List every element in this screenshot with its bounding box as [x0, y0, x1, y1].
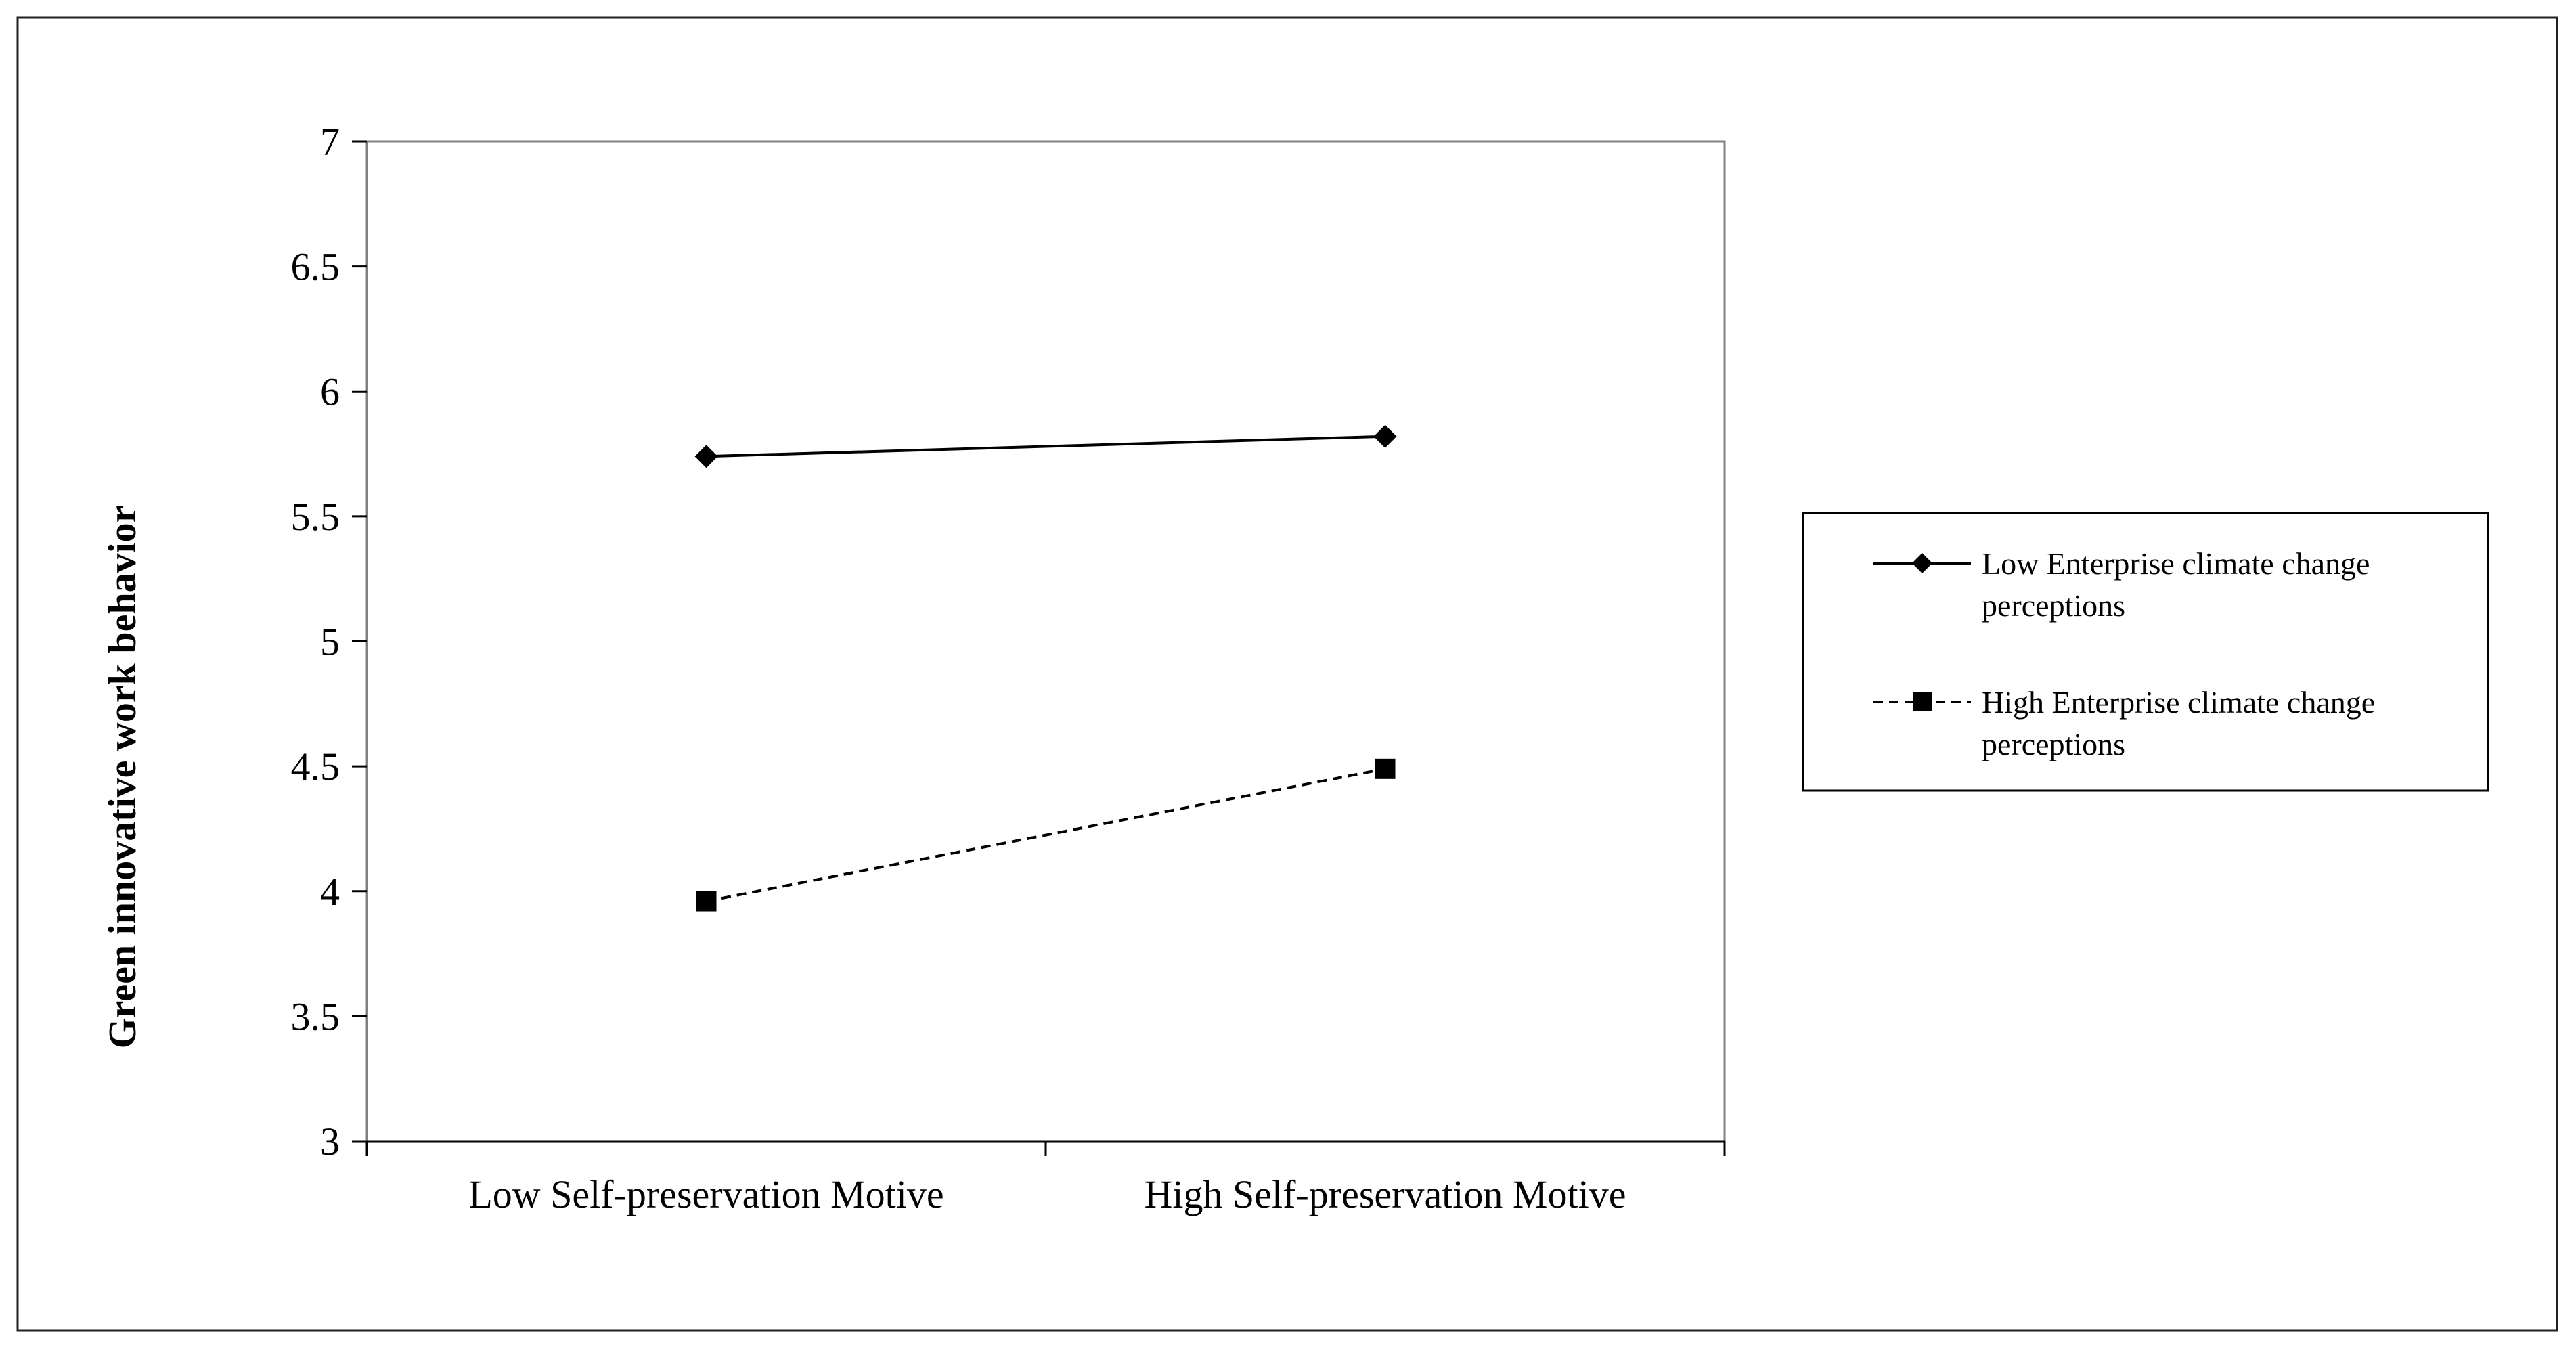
data-point: [1375, 758, 1396, 779]
x-tick-label: High Self-preservation Motive: [1145, 1172, 1626, 1216]
y-axis: 3 3.5 4 4.5 5 5.5 6 6.5 7: [291, 120, 367, 1164]
legend-entry-1: High Enterprise climate change perception…: [1873, 685, 2375, 761]
data-point: [694, 445, 718, 468]
legend-label: Low Enterprise climate change: [1982, 546, 2370, 581]
series-line: [706, 767, 1385, 903]
legend-box: [1802, 512, 2489, 792]
series-0: [694, 424, 1397, 468]
y-tick-label: 7: [320, 120, 340, 164]
y-tick-label: 3: [320, 1120, 340, 1164]
y-tick-label: 5.5: [291, 495, 340, 539]
plot-area: [365, 140, 1726, 1143]
series-1: [696, 758, 1396, 912]
legend-label: perceptions: [1982, 588, 2125, 623]
outer-frame: [16, 16, 2558, 1332]
legend-marker: [1913, 692, 1932, 711]
x-axis: Low Self-preservation Motive High Self-pr…: [365, 1140, 1726, 1216]
legend-marker: [1912, 553, 1932, 573]
y-tick-label: 3.5: [291, 994, 340, 1038]
y-tick-label: 4.5: [291, 745, 340, 789]
data-point: [1373, 424, 1397, 448]
x-tick-label: Low Self-preservation Motive: [468, 1172, 943, 1216]
series-line: [706, 435, 1385, 458]
y-tick-label: 6: [320, 370, 340, 414]
y-tick-label: 6.5: [291, 245, 340, 289]
y-tick-label: 5: [320, 620, 340, 664]
y-tick-label: 4: [320, 870, 340, 914]
data-point: [696, 891, 717, 912]
legend-entry-0: Low Enterprise climate change perceptions: [1873, 546, 2370, 623]
series-layer: [694, 424, 1397, 912]
y-axis-label: Green innovative work behavior: [100, 506, 144, 1049]
legend-label: High Enterprise climate change: [1982, 685, 2375, 720]
legend-label: perceptions: [1982, 727, 2125, 761]
legend: Low Enterprise climate change perceptions…: [1802, 512, 2489, 792]
